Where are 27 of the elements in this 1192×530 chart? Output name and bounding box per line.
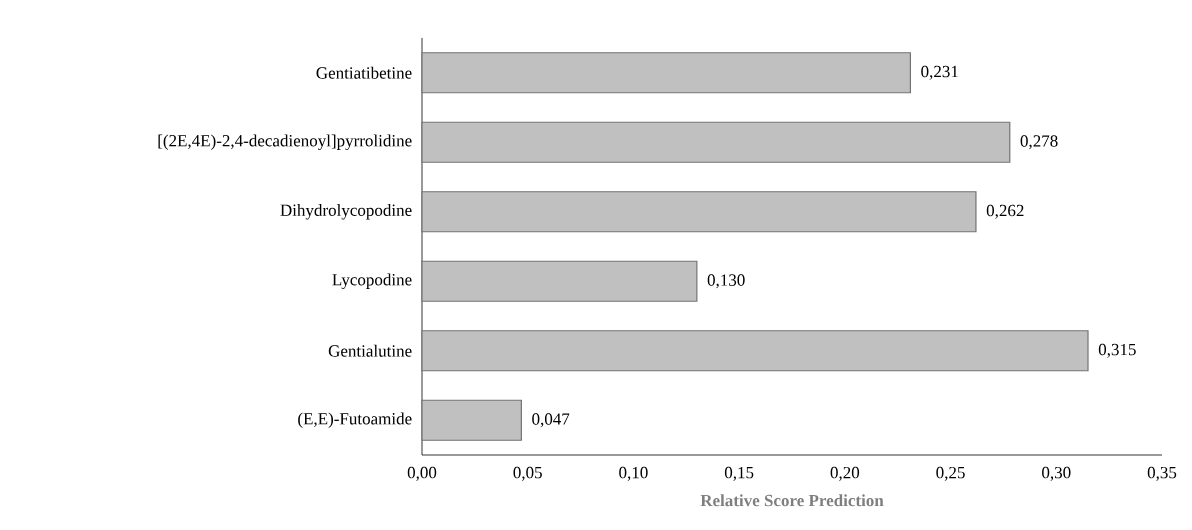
bar — [421, 52, 912, 94]
x-tick-label: 0,15 — [724, 466, 754, 481]
y-tick-label: Gentiatibetine — [316, 66, 412, 79]
bar — [421, 260, 698, 302]
data-label: 0,262 — [986, 204, 1024, 219]
y-tick-label: Dihydrolycopodine — [280, 204, 412, 220]
data-label: 0,278 — [1020, 135, 1058, 150]
data-label: 0,315 — [1098, 343, 1136, 358]
x-tick-label: 0,05 — [513, 466, 542, 481]
x-tick-label: 0,30 — [1042, 466, 1071, 481]
bar — [421, 330, 1089, 372]
bar — [421, 399, 522, 441]
bar — [421, 121, 1011, 163]
x-tick-label: 0,25 — [936, 466, 965, 481]
data-label: 0,231 — [921, 65, 958, 80]
x-tick-label: 0,20 — [830, 466, 860, 481]
y-tick-label: Lycopodine — [332, 273, 412, 289]
data-label: 0,047 — [532, 413, 570, 428]
bar — [421, 191, 977, 233]
x-axis-title: Relative Score Prediction — [700, 494, 884, 507]
x-tick-label: 0,35 — [1147, 466, 1177, 481]
x-tick-label: 0,00 — [407, 466, 437, 481]
x-tick-label: 0,10 — [619, 466, 648, 481]
y-tick-label: (E,E)-Futoamide — [298, 412, 412, 428]
y-tick-label: Gentialutine — [328, 344, 412, 357]
y-tick-label: [(2E,4E)-2,4-decadienoyl]pyrrolidine — [158, 134, 412, 150]
data-label: 0,130 — [707, 274, 745, 289]
